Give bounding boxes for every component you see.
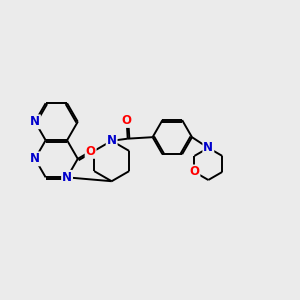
Text: O: O — [122, 114, 132, 127]
Text: N: N — [62, 171, 72, 184]
Text: N: N — [30, 152, 40, 165]
Text: N: N — [203, 141, 213, 154]
Text: N: N — [30, 115, 40, 128]
Text: O: O — [189, 166, 200, 178]
Text: N: N — [107, 134, 117, 147]
Text: O: O — [85, 145, 96, 158]
